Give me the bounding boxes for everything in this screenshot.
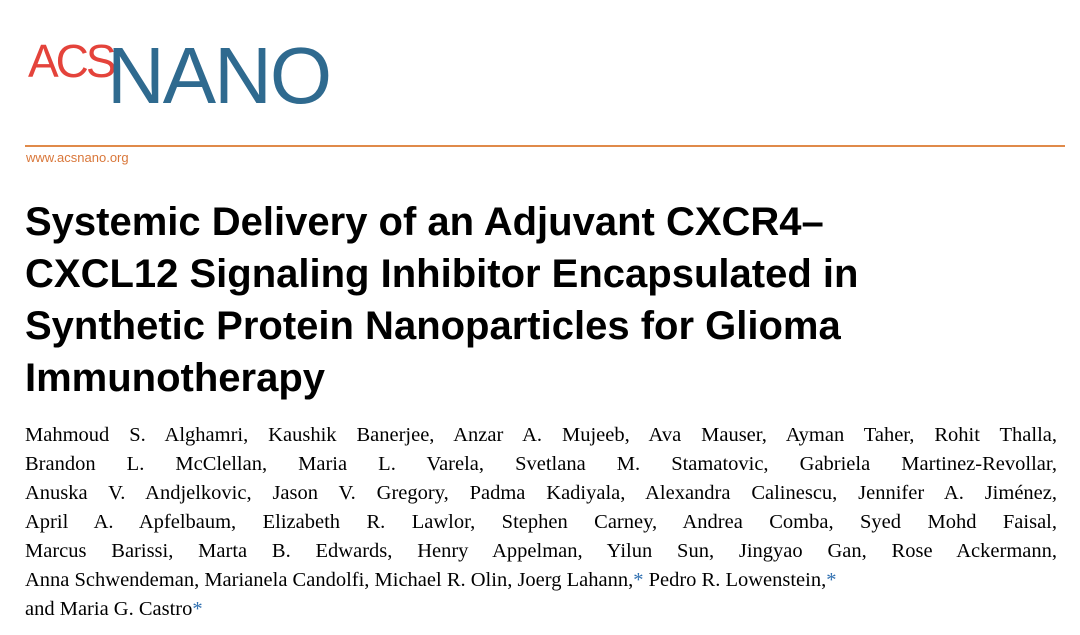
journal-url: www.acsnano.org [26, 150, 129, 165]
author-names: Anuska V. Andjelkovic, Jason V. Gregory,… [25, 482, 1057, 504]
author-names: and Maria G. Castro [25, 598, 193, 620]
author-names: Anna Schwendeman, Marianela Candolfi, Mi… [25, 569, 634, 591]
divider [25, 145, 1065, 147]
corresponding-mark: * [826, 569, 837, 591]
title-line: Immunotherapy [25, 356, 326, 400]
author-line: Brandon L. McClellan, Maria L. Varela, S… [25, 450, 1057, 479]
logo-prefix: ACS [28, 35, 115, 87]
corresponding-mark: * [192, 598, 203, 620]
author-names: Pedro R. Lowenstein, [643, 569, 827, 591]
author-line: April A. Apfelbaum, Elizabeth R. Lawlor,… [25, 508, 1057, 537]
author-names: April A. Apfelbaum, Elizabeth R. Lawlor,… [25, 511, 1057, 533]
author-names: Marcus Barissi, Marta B. Edwards, Henry … [25, 540, 1057, 562]
author-names: Brandon L. McClellan, Maria L. Varela, S… [25, 453, 1057, 475]
author-line: Mahmoud S. Alghamri, Kaushik Banerjee, A… [25, 421, 1057, 450]
article-title: Systemic Delivery of an Adjuvant CXCR4– C… [25, 196, 858, 404]
title-line: Synthetic Protein Nanoparticles for Glio… [25, 304, 841, 348]
author-list: Mahmoud S. Alghamri, Kaushik Banerjee, A… [25, 421, 1057, 624]
author-line: Anuska V. Andjelkovic, Jason V. Gregory,… [25, 479, 1057, 508]
author-line: Anna Schwendeman, Marianela Candolfi, Mi… [25, 566, 1057, 595]
author-line: Marcus Barissi, Marta B. Edwards, Henry … [25, 537, 1057, 566]
title-line: Systemic Delivery of an Adjuvant CXCR4– [25, 200, 824, 244]
logo-name: NANO [107, 31, 330, 115]
author-line: and Maria G. Castro* [25, 595, 1057, 624]
journal-logo: ACS NANO [28, 31, 332, 115]
title-line: CXCL12 Signaling Inhibitor Encapsulated … [25, 252, 859, 296]
author-names: Mahmoud S. Alghamri, Kaushik Banerjee, A… [25, 424, 1057, 446]
corresponding-mark: * [633, 569, 644, 591]
